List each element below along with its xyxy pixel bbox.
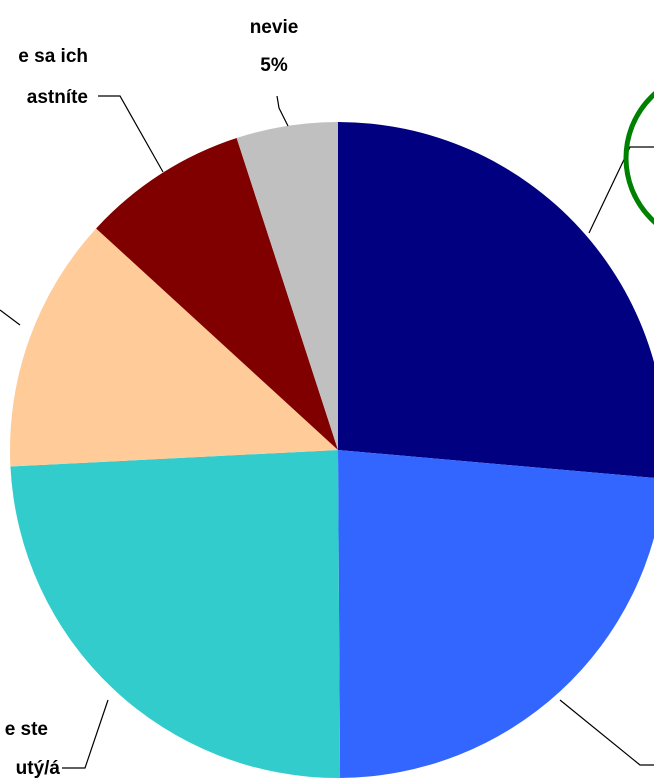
pie-slice-3 bbox=[10, 450, 341, 778]
label-partial-bottom-line1: e ste bbox=[5, 719, 48, 740]
label-nevie-name: nevie bbox=[250, 17, 299, 38]
leader-line-slice-1 bbox=[588, 146, 654, 234]
label-partial-bottom-line2: utý/á bbox=[16, 758, 61, 779]
label-partial-top-line1: e sa ich bbox=[18, 46, 88, 67]
leader-line-slice-5 bbox=[98, 95, 164, 173]
leader-line-slice-2 bbox=[559, 699, 654, 766]
leader-line-slice-3 bbox=[62, 699, 109, 769]
leader-line-slice-4 bbox=[0, 309, 21, 326]
label-partial-top-line2: astníte bbox=[27, 87, 88, 108]
highlight-circle bbox=[623, 91, 654, 225]
pie-slice-5 bbox=[96, 138, 338, 451]
pie-slice-4 bbox=[9, 228, 339, 467]
label-nevie-value: 5% bbox=[260, 55, 288, 76]
pie-slice-1 bbox=[338, 122, 654, 478]
pie-slices bbox=[9, 122, 654, 778]
pie-slice-2 bbox=[338, 450, 654, 778]
pie-slice-6 bbox=[236, 122, 338, 450]
leader-line-nevie bbox=[276, 95, 289, 127]
